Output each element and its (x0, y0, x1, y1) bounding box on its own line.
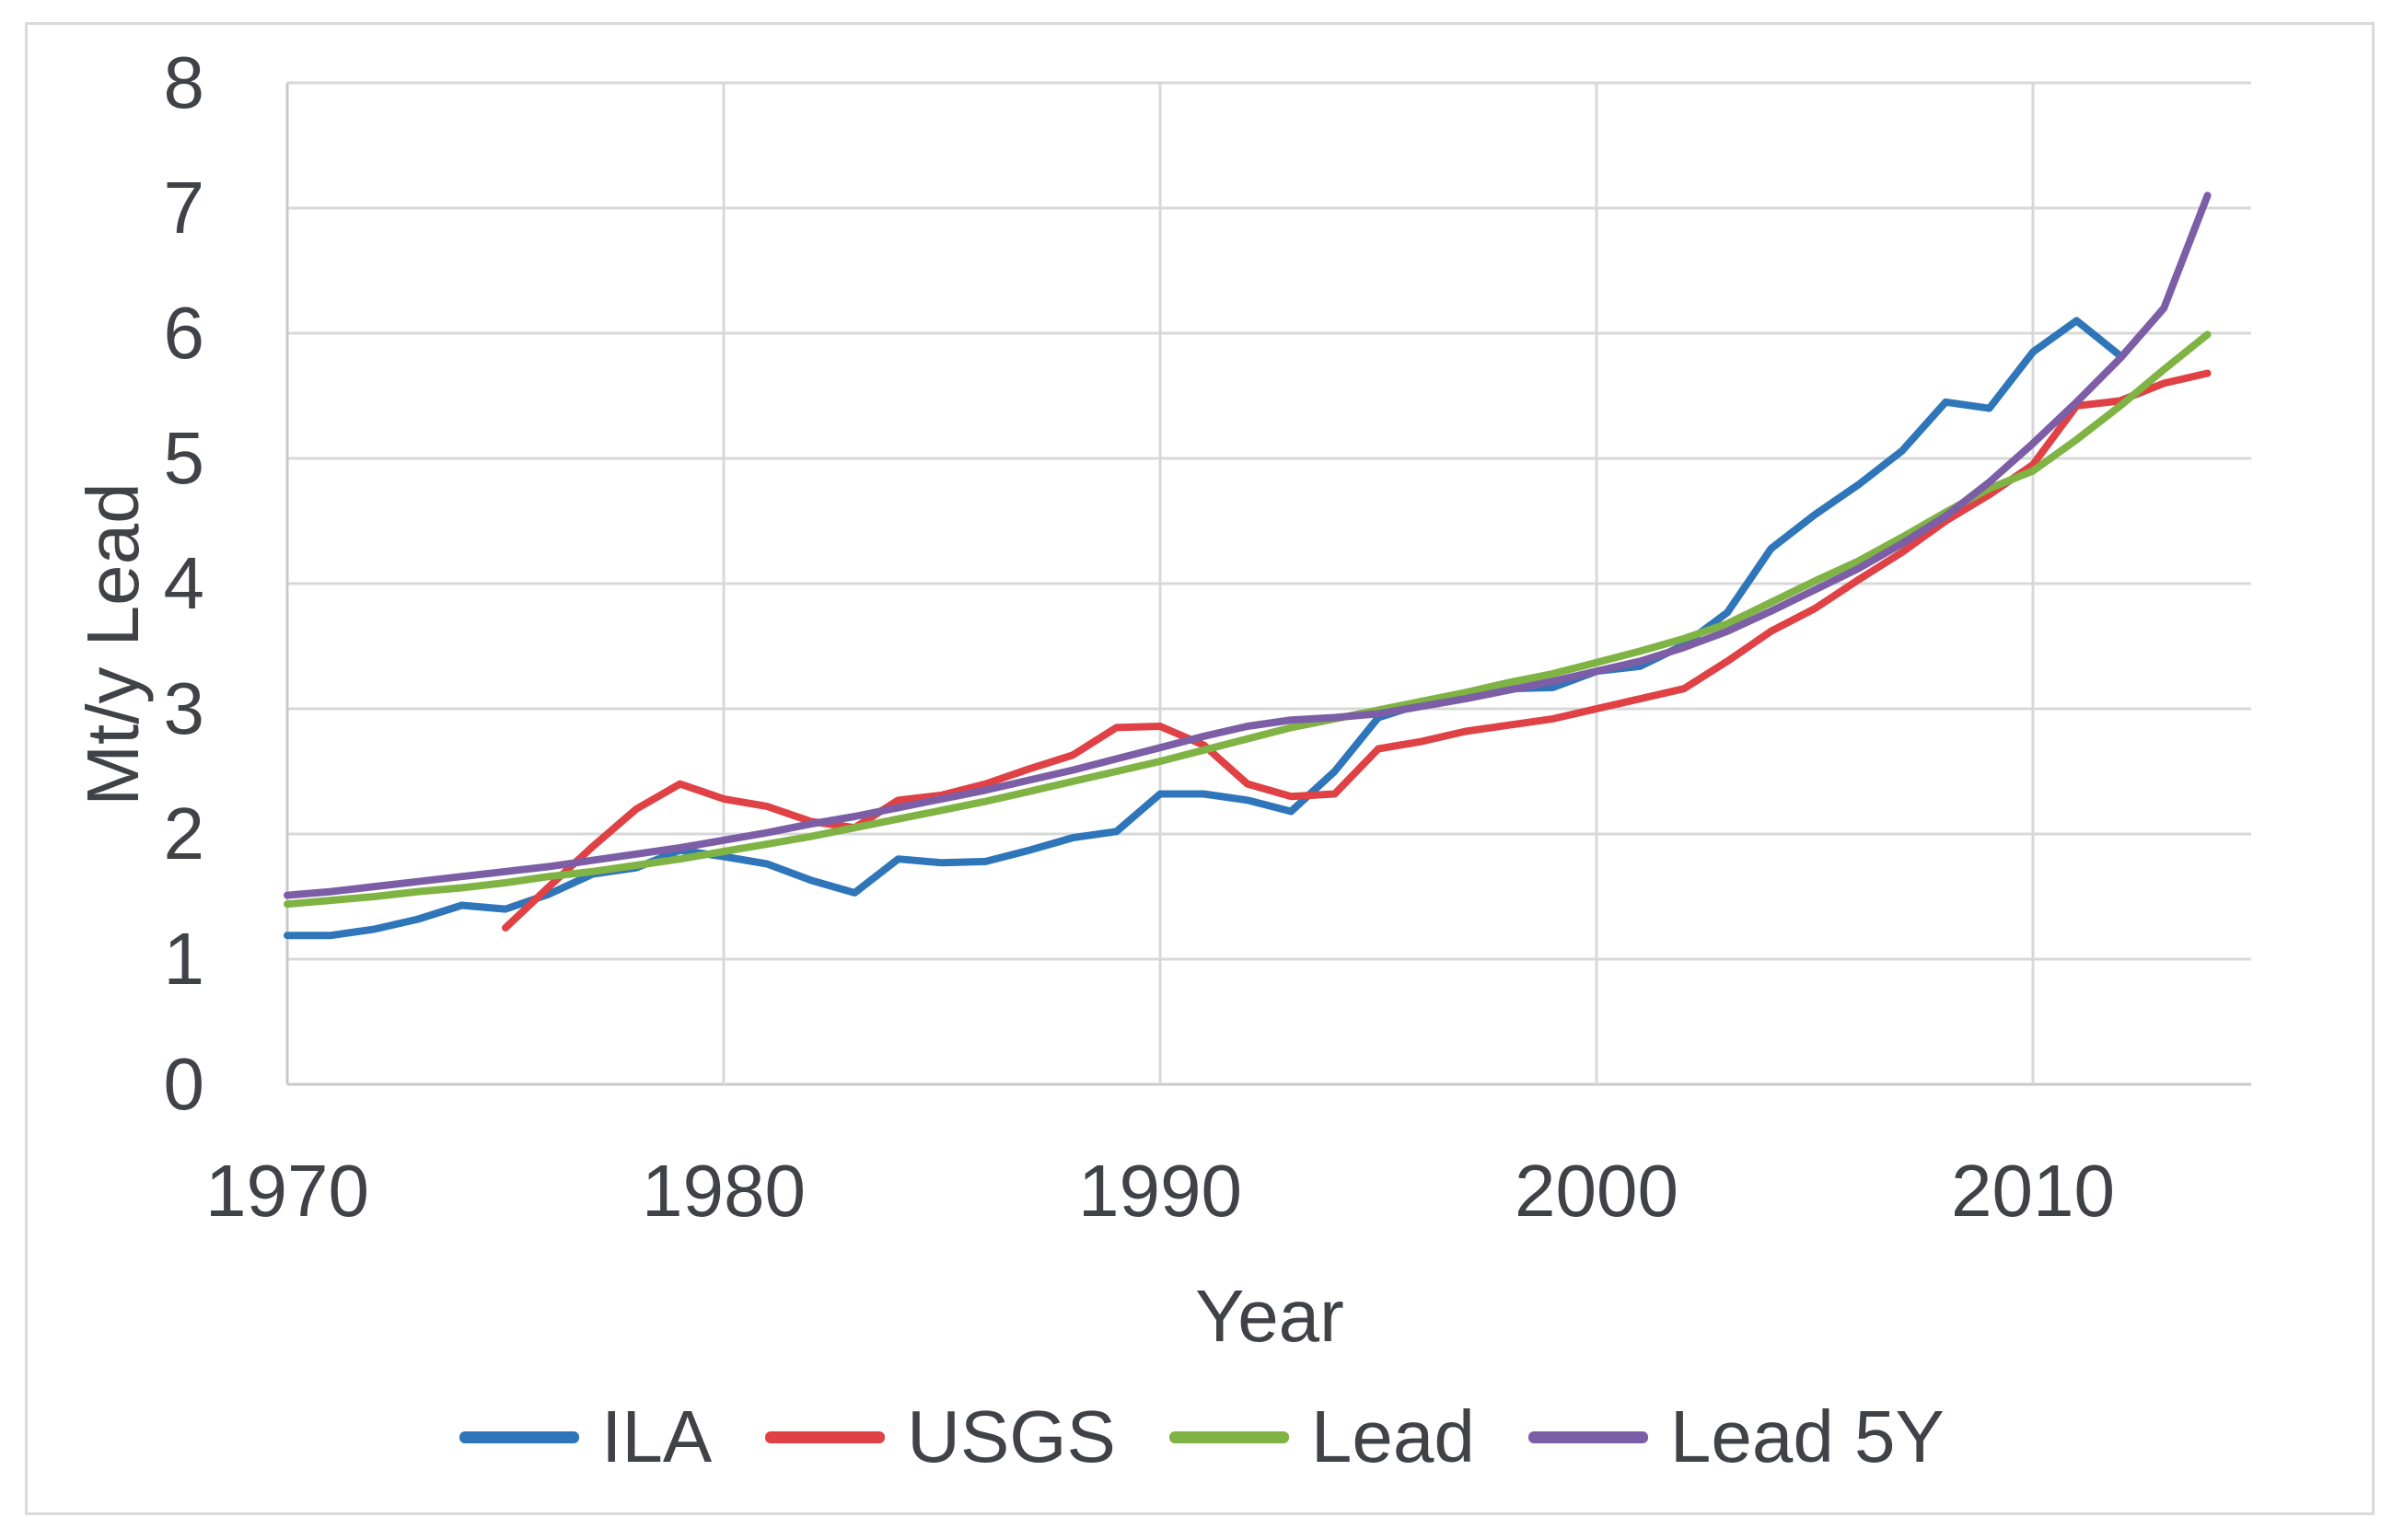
y-tick-label-4: 4 (163, 542, 205, 624)
chart-frame (25, 22, 2375, 1515)
y-tick-label-2: 2 (163, 793, 205, 874)
series-line-lead-5y (284, 191, 2212, 899)
y-tick-label-0: 0 (163, 1043, 205, 1125)
y-tick-label-1: 1 (163, 918, 205, 1000)
y-tick-label-3: 3 (163, 667, 205, 749)
legend-label-lead-5y: Lead 5Y (1669, 1395, 1945, 1477)
legend-label-usgs: USGS (907, 1395, 1116, 1477)
x-tick-label-1980: 1980 (642, 1150, 806, 1232)
x-axis-title: Year (1195, 1275, 1344, 1357)
legend-swatch-ila (459, 1430, 580, 1443)
legend-item-usgs: USGS (765, 1395, 1116, 1478)
x-tick-label-2010: 2010 (1951, 1150, 2115, 1232)
y-tick-label-7: 7 (163, 167, 205, 249)
y-tick-label-6: 6 (163, 292, 205, 374)
y-axis-title: Mt/y Lead (72, 482, 154, 806)
x-tick-label-1970: 1970 (205, 1150, 369, 1232)
series-line-lead (284, 330, 2212, 909)
legend-item-lead: Lead (1168, 1395, 1475, 1478)
x-tick-label-2000: 2000 (1515, 1150, 1678, 1232)
legend-swatch-lead (1168, 1430, 1289, 1443)
x-tick-label-1990: 1990 (1078, 1150, 1242, 1232)
legend: ILA USGS Lead Lead 5Y (0, 1386, 2404, 1488)
legend-swatch-lead-5y (1527, 1430, 1648, 1443)
series-line-ila (284, 317, 2124, 940)
series-line-usgs (502, 369, 2212, 932)
legend-label-lead: Lead (1310, 1395, 1475, 1477)
legend-label-ila: ILA (601, 1395, 713, 1477)
legend-item-ila: ILA (459, 1395, 712, 1478)
y-tick-label-8: 8 (163, 41, 205, 123)
y-tick-label-5: 5 (163, 417, 205, 499)
legend-swatch-usgs (765, 1430, 886, 1443)
legend-item-lead-5y: Lead 5Y (1527, 1395, 1945, 1478)
